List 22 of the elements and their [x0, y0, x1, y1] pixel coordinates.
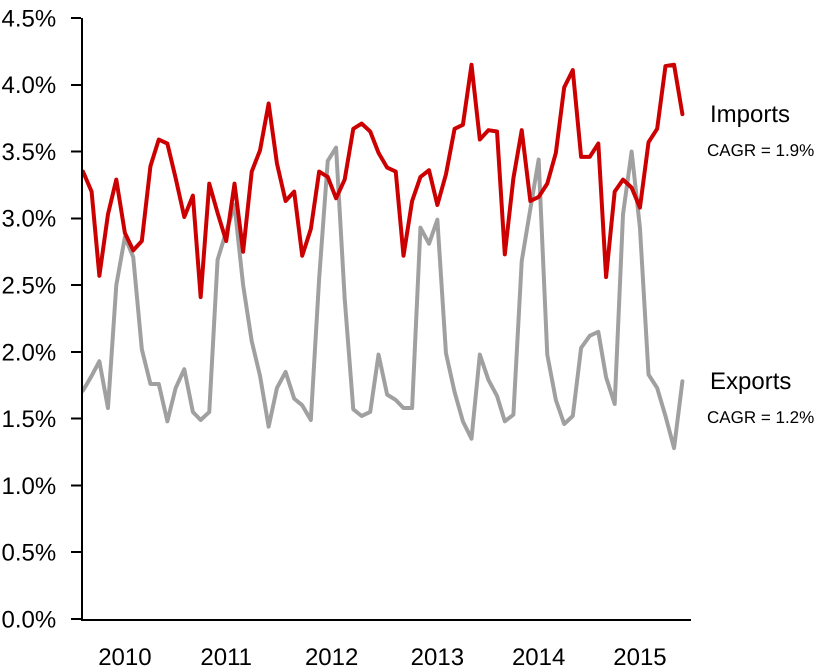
x-tick-label: 2013	[410, 644, 464, 671]
y-tick-label: 4.0%	[1, 72, 56, 100]
y-tick-label: 1.0%	[1, 472, 56, 500]
line-series	[83, 62, 684, 300]
series-label: Exports	[710, 368, 792, 395]
line-series	[83, 146, 684, 450]
y-tick-label: 3.5%	[1, 138, 56, 166]
x-tick-label: 2010	[98, 644, 152, 671]
text: CAGR = 1.9%	[707, 141, 814, 160]
y-tick-label: 3.0%	[1, 206, 56, 233]
x-tick-label: 2014	[512, 644, 566, 671]
x-tick-label: 2012	[304, 644, 358, 671]
y-tick-label: 2.5%	[1, 272, 56, 300]
y-tick-label: 1.5%	[1, 406, 56, 434]
y-tick-label: 4.5%	[1, 5, 56, 32]
x-tick-label: 2015	[613, 644, 667, 671]
y-tick-label: 0.0%	[1, 606, 56, 634]
x-tick-label: 2011	[200, 644, 252, 671]
text: CAGR = 1.2%	[707, 408, 814, 427]
y-tick-label: 2.0%	[1, 339, 56, 366]
series-label: Imports	[710, 101, 790, 128]
y-tick-label: 0.5%	[1, 540, 56, 567]
